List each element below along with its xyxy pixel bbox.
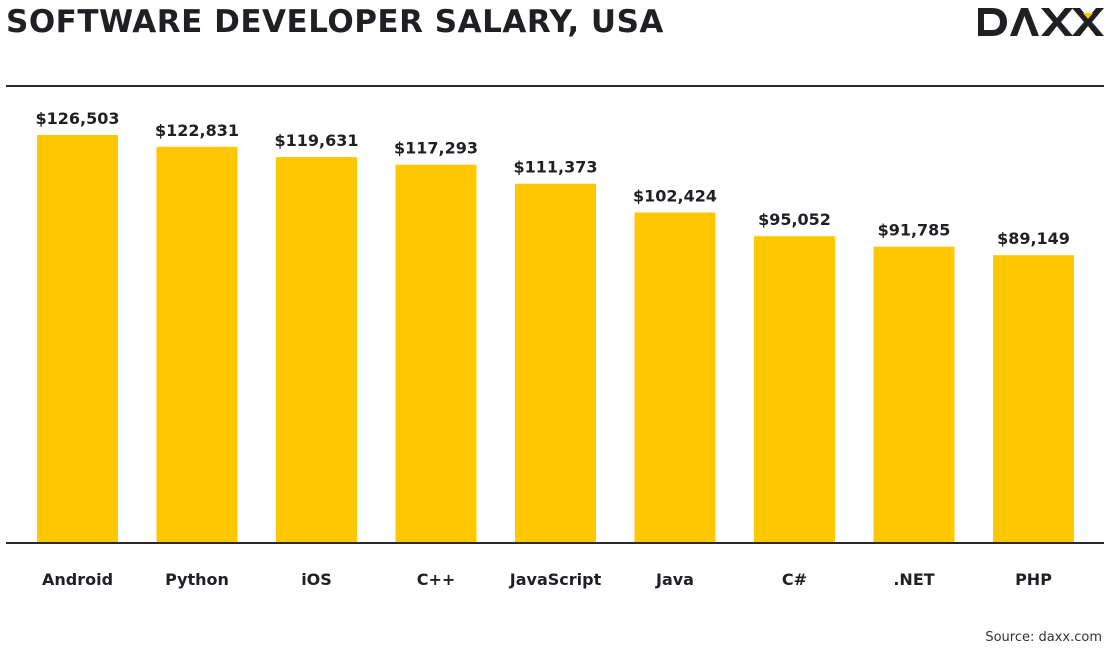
value-label-android: $126,503	[35, 109, 119, 128]
bar-csharp	[754, 236, 835, 542]
source-note: Source: daxx.com	[985, 630, 1102, 645]
value-label-ios: $119,631	[274, 131, 358, 150]
category-label-csharp: C#	[782, 570, 807, 589]
value-labels-group: $126,503 $122,831 $119,631 $117,293 $111,373…	[35, 109, 1069, 248]
bar-dotnet	[873, 246, 955, 543]
bar-android	[37, 135, 118, 542]
bar-ios	[276, 157, 357, 543]
bar-php	[993, 255, 1074, 543]
value-label-python: $122,831	[155, 121, 239, 140]
daxx-logo	[978, 8, 1104, 36]
value-label-php: $89,149	[997, 229, 1070, 248]
value-label-dotnet: $91,785	[878, 221, 951, 240]
category-label-php: PHP	[1015, 570, 1052, 589]
value-label-csharp: $95,052	[758, 210, 831, 229]
category-label-python: Python	[165, 570, 229, 589]
value-label-java: $102,424	[633, 186, 717, 205]
chart-title: SOFTWARE DEVELOPER SALARY, USA	[6, 4, 664, 40]
category-label-java: Java	[655, 570, 694, 589]
category-label-cpp: C++	[417, 570, 456, 589]
value-label-cpp: $117,293	[394, 139, 478, 158]
value-label-javascript: $111,373	[513, 158, 597, 177]
category-label-javascript: JavaScript	[509, 570, 602, 589]
category-label-android: Android	[42, 570, 113, 589]
bar-javascript	[515, 183, 596, 542]
bar-java	[634, 212, 716, 542]
category-label-dotnet: .NET	[893, 570, 934, 589]
bar-cpp	[395, 164, 477, 542]
category-labels-group: Android Python iOS C++ JavaScript Java C# .NET P…	[42, 570, 1052, 589]
bars-group	[37, 135, 1074, 543]
category-label-ios: iOS	[301, 570, 332, 589]
bar-python	[156, 146, 238, 543]
